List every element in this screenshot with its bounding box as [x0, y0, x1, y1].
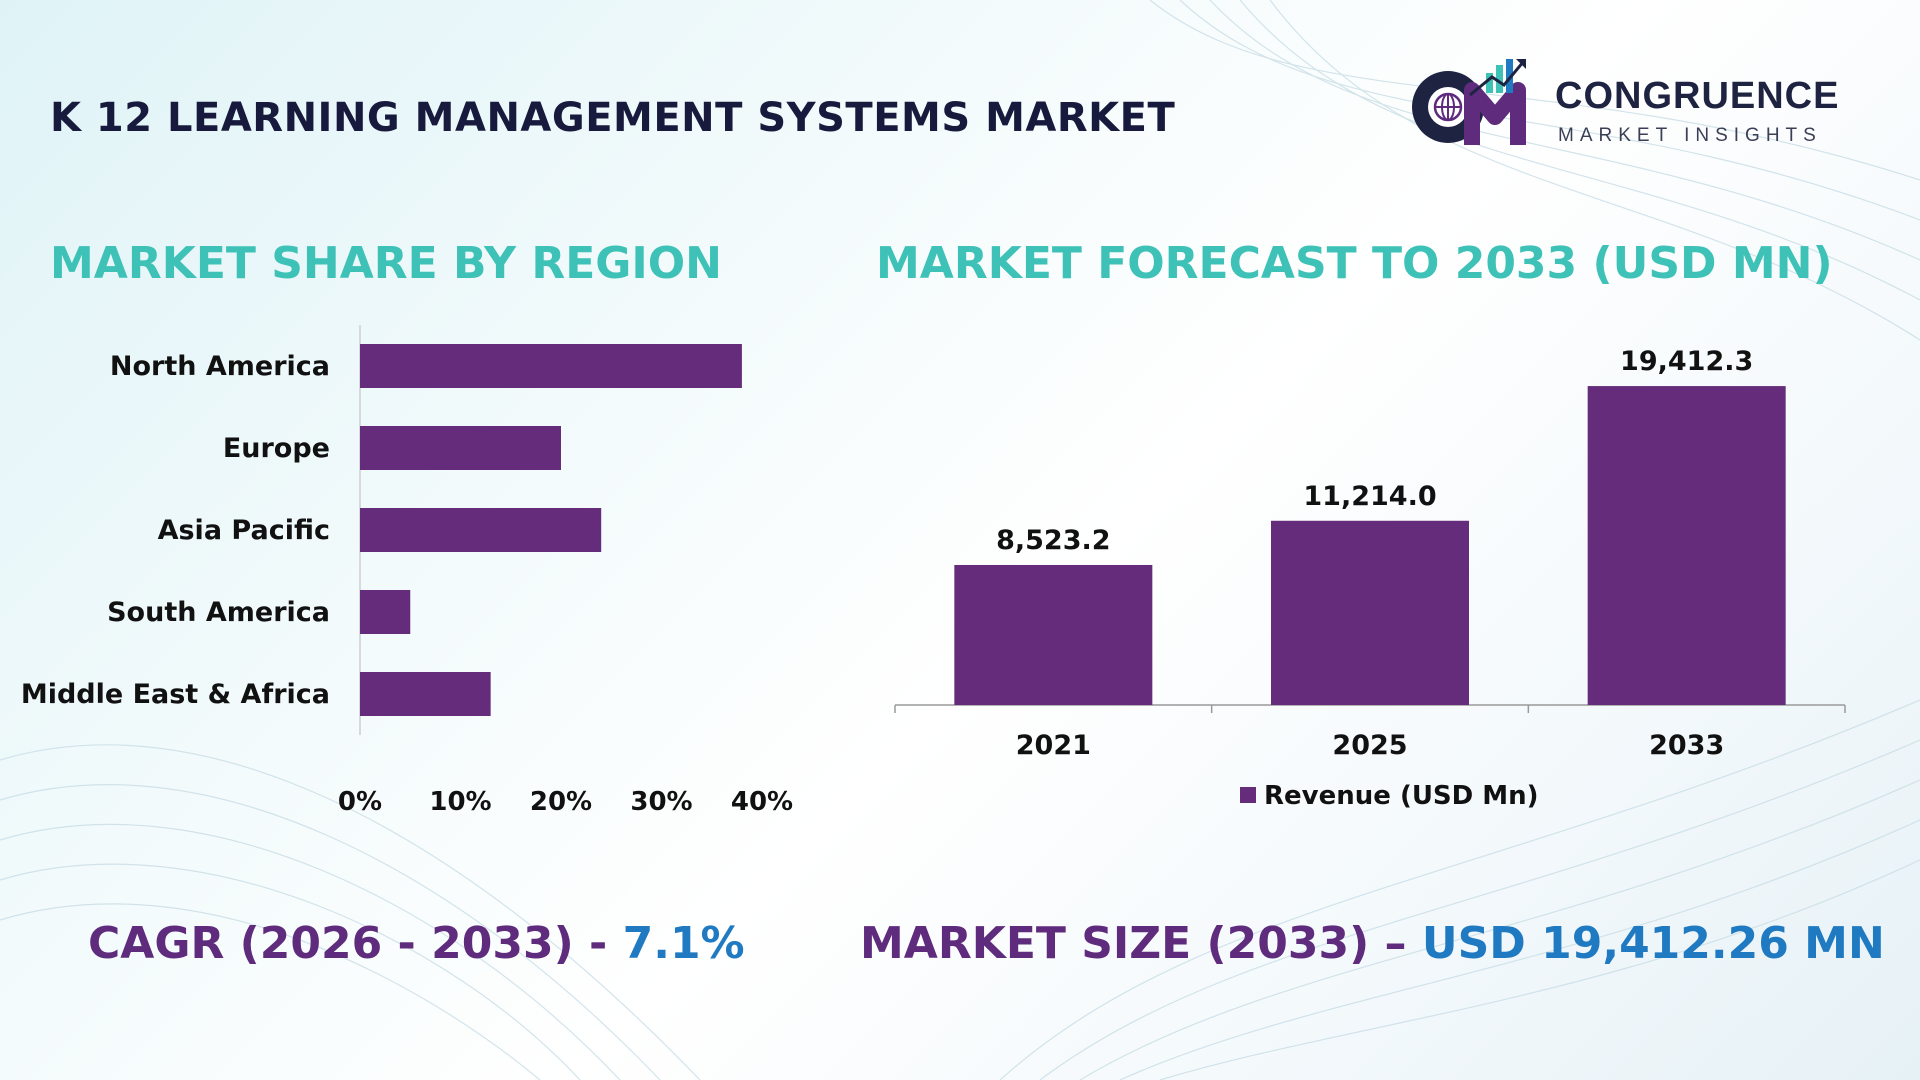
logo-tagline: MARKET INSIGHTS: [1558, 125, 1822, 146]
category-label: North America: [110, 351, 330, 382]
category-label: South America: [107, 597, 330, 628]
bar: [1587, 386, 1786, 705]
bar: [360, 590, 411, 634]
cagr-label: CAGR (2026 - 2033) -: [88, 918, 623, 969]
category-label: Europe: [223, 433, 330, 464]
data-label: 11,214.0: [1303, 481, 1436, 512]
cagr-value: 7.1%: [622, 918, 745, 969]
forecast-chart: 8,523.2 2021 11,214.0 2025 19,412.3 2033 Reven…: [894, 346, 1846, 811]
bar: [360, 508, 602, 552]
tick-label: 10%: [429, 787, 491, 817]
market-size-value: USD 19,412.26 MN: [1421, 918, 1885, 969]
legend-swatch: [1240, 787, 1256, 803]
tick-label: 40%: [731, 787, 793, 817]
market-size-stat: MARKET SIZE (2033) – USD 19,412.26 MN: [860, 918, 1885, 969]
company-logo: CONGRUENCE MARKET INSIGHTS: [1400, 55, 1880, 155]
bar: [360, 672, 491, 716]
cm-logo-icon: [1412, 59, 1526, 145]
legend-label: Revenue (USD Mn): [1264, 781, 1539, 811]
category-label: 2021: [1016, 730, 1091, 761]
tick-label: 0%: [338, 787, 382, 817]
bar: [360, 426, 561, 470]
bar: [1271, 520, 1469, 705]
bar: [954, 564, 1153, 705]
category-label: 2025: [1332, 730, 1407, 761]
region-chart-heading: MARKET SHARE BY REGION: [50, 238, 722, 289]
data-label: 19,412.3: [1620, 346, 1753, 377]
market-size-label: MARKET SIZE (2033) –: [860, 918, 1422, 969]
logo-name: CONGRUENCE: [1555, 75, 1840, 117]
tick-label: 30%: [630, 787, 692, 817]
category-label: Middle East & Africa: [21, 679, 330, 710]
forecast-chart-heading: MARKET FORECAST TO 2033 (USD MN): [876, 238, 1833, 289]
bar: [360, 344, 742, 388]
region-share-chart: North America Europe Asia Pacific South Ame…: [21, 325, 793, 817]
cagr-stat: CAGR (2026 - 2033) - 7.1%: [88, 918, 745, 969]
category-label: Asia Pacific: [158, 515, 330, 546]
tick-label: 20%: [530, 787, 592, 817]
page-title: K 12 LEARNING MANAGEMENT SYSTEMS MARKET: [50, 95, 1176, 141]
category-label: 2033: [1649, 730, 1724, 761]
data-label: 8,523.2: [996, 525, 1110, 556]
